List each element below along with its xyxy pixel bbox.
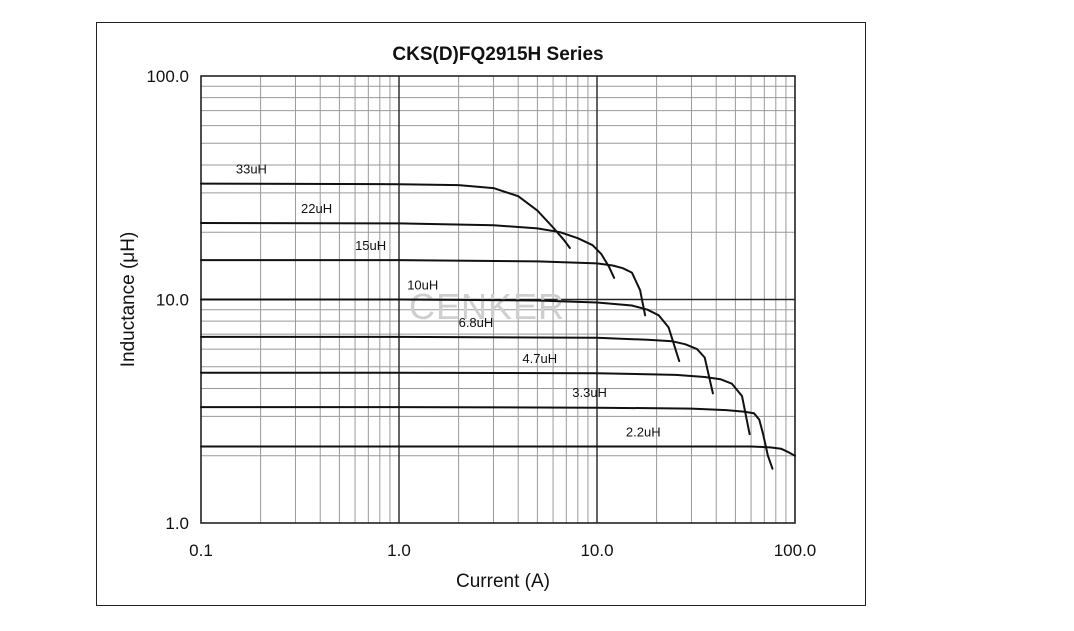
series-line-2_2uH: [200, 445, 796, 457]
x-tick-label: 100.0: [774, 541, 817, 560]
chart-svg: CENKER 33uH 22uH 15uH 10uH 6.8uH 4.7uH 3.3uH 2.…: [118, 44, 816, 592]
chart-title: CKS(D)FQ2915H Series: [392, 44, 603, 65]
series-line-6_8uH: [200, 335, 714, 395]
x-tick-label: 0.1: [189, 541, 213, 560]
series-label-33uH: 33uH: [236, 162, 267, 177]
series-label-22uH: 22uH: [301, 201, 332, 216]
y-axis-label: Inductance (μH): [118, 232, 139, 368]
series-line-22uH: [200, 222, 616, 279]
series-label-2_2uH: 2.2uH: [626, 424, 661, 439]
series-label-3_3uH: 3.3uH: [572, 385, 607, 400]
x-tick-labels: 0.1 1.0 10.0 100.0: [189, 541, 816, 560]
series-line-33uH: [200, 182, 571, 249]
y-tick-label: 10.0: [156, 291, 189, 310]
series-line-3_3uH: [200, 406, 774, 470]
series-label-10uH: 10uH: [407, 278, 438, 293]
series-line-15uH: [200, 259, 647, 317]
series-label-15uH: 15uH: [355, 238, 386, 253]
series-labels: 33uH 22uH 15uH 10uH 6.8uH 4.7uH 3.3uH 2.2uH: [236, 162, 661, 440]
y-tick-labels: 1.0 10.0 100.0: [146, 67, 189, 533]
x-tick-label: 10.0: [580, 541, 613, 560]
chart-frame: CENKER 33uH 22uH 15uH 10uH 6.8uH 4.7uH 3.3uH 2.…: [96, 22, 866, 606]
series-label-6_8uH: 6.8uH: [459, 315, 494, 330]
x-tick-label: 1.0: [387, 541, 411, 560]
series-line-10uH: [200, 298, 681, 363]
y-tick-label: 100.0: [146, 67, 189, 86]
series-label-4_7uH: 4.7uH: [522, 351, 557, 366]
watermark: CENKER: [409, 286, 565, 327]
x-axis-label: Current (A): [456, 571, 550, 592]
y-tick-label: 1.0: [165, 514, 189, 533]
series-line-4_7uH: [200, 371, 751, 436]
series-layer: [200, 182, 796, 470]
